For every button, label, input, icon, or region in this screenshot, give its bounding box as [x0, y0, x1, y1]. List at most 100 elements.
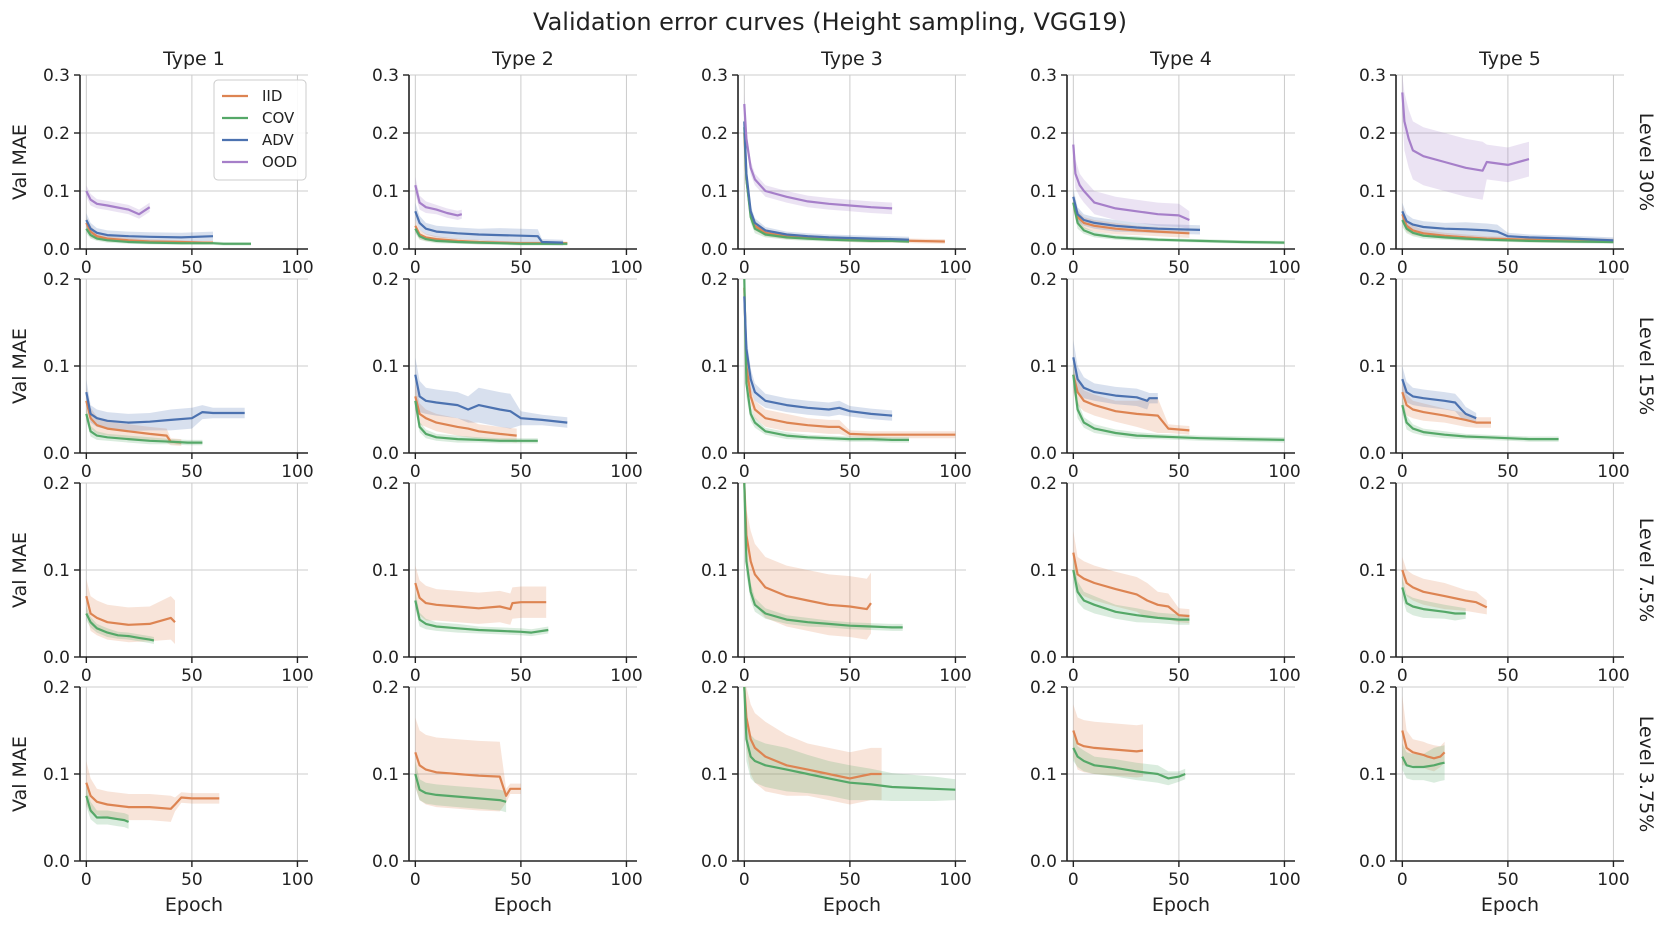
line-cov — [414, 400, 538, 442]
y-tick-label: 0.0 — [1359, 444, 1386, 464]
x-tick-label: 0 — [739, 666, 750, 686]
x-tick-label: 50 — [1497, 666, 1519, 686]
x-tick-label: 0 — [81, 870, 92, 890]
line-adv — [1401, 378, 1477, 420]
x-tick-label: 50 — [510, 258, 532, 278]
y-tick-label: 0.1 — [1030, 561, 1057, 581]
band-iid — [86, 217, 213, 245]
x-tick-label: 0 — [81, 666, 92, 686]
line-cov — [743, 686, 956, 791]
line-cov — [1072, 202, 1285, 244]
line-iid — [743, 132, 945, 243]
line-ood — [743, 103, 893, 210]
line-cov — [743, 127, 910, 243]
y-axis-label: Val MAE — [9, 124, 31, 200]
x-tick-label: 50 — [1497, 870, 1519, 890]
panel-r3-c4: 0.0 0.1 0.2 0 50 100 — [1030, 474, 1301, 686]
band-iid — [415, 717, 521, 812]
y-tick-label: 0.3 — [43, 66, 70, 86]
x-tick-label: 100 — [939, 666, 971, 686]
y-tick-label: 0.0 — [372, 852, 399, 872]
y-tick-label: 0.1 — [1030, 182, 1057, 202]
legend-label-iid: IID — [262, 87, 282, 105]
line-iid — [1401, 569, 1488, 609]
y-tick-label: 0.1 — [43, 182, 70, 202]
y-tick-label: 0.2 — [1030, 124, 1057, 144]
y-tick-label: 0.0 — [43, 444, 70, 464]
x-tick-label: 0 — [1397, 462, 1408, 482]
x-axis-label: Epoch — [1481, 894, 1539, 916]
line-cov — [85, 795, 130, 823]
x-tick-label: 0 — [739, 258, 750, 278]
x-tick-label: 100 — [1597, 258, 1629, 278]
x-tick-label: 0 — [410, 462, 421, 482]
y-tick-label: 0.3 — [372, 66, 399, 86]
band-cov — [1402, 396, 1559, 442]
x-tick-label: 0 — [81, 462, 92, 482]
band-iid — [86, 578, 175, 644]
legend-label-ood: OOD — [262, 153, 297, 171]
band-iid — [1073, 704, 1143, 778]
panel-grid: 0.0 0.1 0.2 0.3 0 50 100 Type 1 Val MAE IID COV ADV… — [9, 48, 1657, 916]
y-tick-label: 0.0 — [701, 648, 728, 668]
band-iid — [415, 383, 517, 443]
y-tick-label: 0.1 — [1359, 765, 1386, 785]
y-tick-label: 0.0 — [1030, 240, 1057, 260]
band-iid — [744, 279, 956, 439]
band-cov — [86, 406, 203, 446]
column-title: Type 4 — [1149, 48, 1212, 70]
x-tick-label: 100 — [1268, 870, 1300, 890]
panel-r3-c3: 0.0 0.1 0.2 0 50 100 — [701, 474, 972, 686]
x-tick-label: 0 — [81, 258, 92, 278]
x-tick-label: 100 — [281, 462, 313, 482]
y-tick-label: 0.1 — [372, 765, 399, 785]
x-tick-label: 50 — [181, 870, 203, 890]
row-label: Level 30% — [1635, 113, 1657, 211]
band-cov — [1073, 734, 1186, 786]
line-iid — [1072, 552, 1190, 618]
line-cov — [743, 482, 903, 629]
y-tick-label: 0.2 — [1030, 678, 1057, 698]
band-cov — [744, 115, 909, 244]
band-ood — [1402, 75, 1529, 200]
y-tick-label: 0.0 — [43, 648, 70, 668]
x-tick-label: 0 — [739, 462, 750, 482]
x-tick-label: 100 — [281, 258, 313, 278]
band-cov — [86, 606, 154, 644]
line-cov — [1401, 587, 1466, 615]
x-tick-label: 100 — [281, 870, 313, 890]
y-tick-label: 0.3 — [1030, 66, 1057, 86]
line-iid — [1072, 730, 1144, 753]
panel-r2-c4: 0.0 0.1 0.2 0 50 100 — [1030, 270, 1301, 482]
line-adv — [743, 296, 893, 417]
x-tick-label: 100 — [1268, 462, 1300, 482]
x-tick-label: 0 — [1397, 870, 1408, 890]
y-tick-label: 0.1 — [43, 765, 70, 785]
x-axis-label: Epoch — [1152, 894, 1210, 916]
x-tick-label: 0 — [1068, 258, 1079, 278]
x-tick-label: 0 — [1068, 462, 1079, 482]
y-tick-label: 0.2 — [1359, 678, 1386, 698]
y-tick-label: 0.3 — [701, 66, 728, 86]
x-tick-label: 100 — [939, 258, 971, 278]
band-adv — [86, 379, 245, 432]
line-cov — [743, 278, 909, 441]
x-tick-label: 0 — [410, 258, 421, 278]
y-tick-label: 0.1 — [43, 357, 70, 377]
line-adv — [414, 374, 568, 424]
x-tick-label: 50 — [839, 870, 861, 890]
y-tick-label: 0.2 — [1359, 124, 1386, 144]
x-tick-label: 0 — [1068, 870, 1079, 890]
line-cov — [1401, 756, 1445, 769]
y-tick-label: 0.2 — [1030, 270, 1057, 290]
line-ood — [414, 184, 463, 217]
line-iid — [1401, 730, 1446, 760]
band-adv — [1073, 188, 1200, 235]
y-tick-label: 0.2 — [43, 474, 70, 494]
x-tick-label: 100 — [281, 666, 313, 686]
x-tick-label: 100 — [610, 258, 642, 278]
line-cov — [85, 413, 203, 444]
line-adv — [414, 210, 564, 244]
panel-r1-c4: 0.0 0.1 0.2 0.3 0 50 100 Type 4 — [1030, 48, 1301, 278]
line-ood — [1072, 144, 1190, 222]
